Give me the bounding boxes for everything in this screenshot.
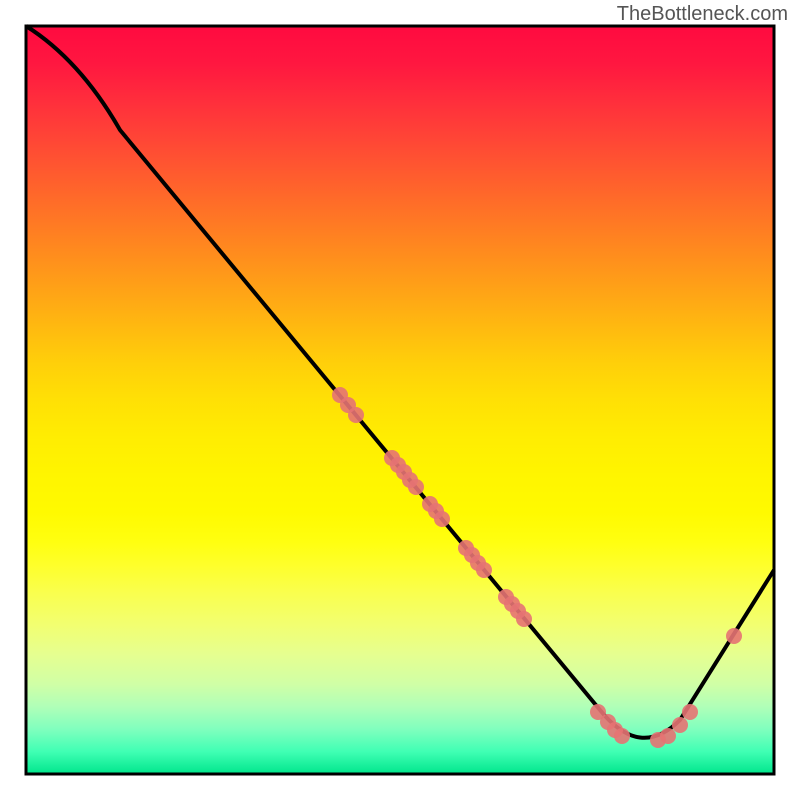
- plot-background: [26, 26, 774, 774]
- data-marker: [476, 562, 492, 578]
- data-marker: [672, 717, 688, 733]
- data-marker: [614, 728, 630, 744]
- bottleneck-chart: [0, 0, 800, 800]
- data-marker: [434, 511, 450, 527]
- watermark-text: TheBottleneck.com: [617, 3, 788, 26]
- data-marker: [408, 479, 424, 495]
- data-marker: [348, 407, 364, 423]
- data-marker: [726, 628, 742, 644]
- chart-container: TheBottleneck.com: [0, 0, 800, 800]
- data-marker: [516, 611, 532, 627]
- data-marker: [660, 728, 676, 744]
- data-marker: [682, 704, 698, 720]
